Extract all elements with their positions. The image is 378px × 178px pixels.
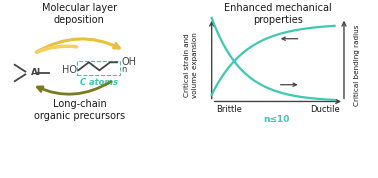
FancyArrowPatch shape <box>37 82 111 94</box>
Text: Critical bending radius: Critical bending radius <box>354 24 360 106</box>
Text: n≤10: n≤10 <box>264 115 290 124</box>
Text: C atoms: C atoms <box>80 78 118 88</box>
Text: Ductile: Ductile <box>310 105 340 114</box>
Text: OH: OH <box>122 57 137 67</box>
FancyArrowPatch shape <box>36 39 119 52</box>
Text: Critical strain and
volume expansion: Critical strain and volume expansion <box>184 32 198 98</box>
Text: Long-chain
organic precursors: Long-chain organic precursors <box>34 99 125 121</box>
Text: HO: HO <box>62 65 77 75</box>
FancyArrowPatch shape <box>37 46 77 52</box>
Text: n: n <box>122 64 127 74</box>
Bar <box>77 61 120 75</box>
Text: Al: Al <box>31 69 41 77</box>
Text: Enhanced mechanical
properties: Enhanced mechanical properties <box>224 3 332 25</box>
Text: Molecular layer
deposition: Molecular layer deposition <box>42 3 117 25</box>
Text: Brittle: Brittle <box>216 105 242 114</box>
